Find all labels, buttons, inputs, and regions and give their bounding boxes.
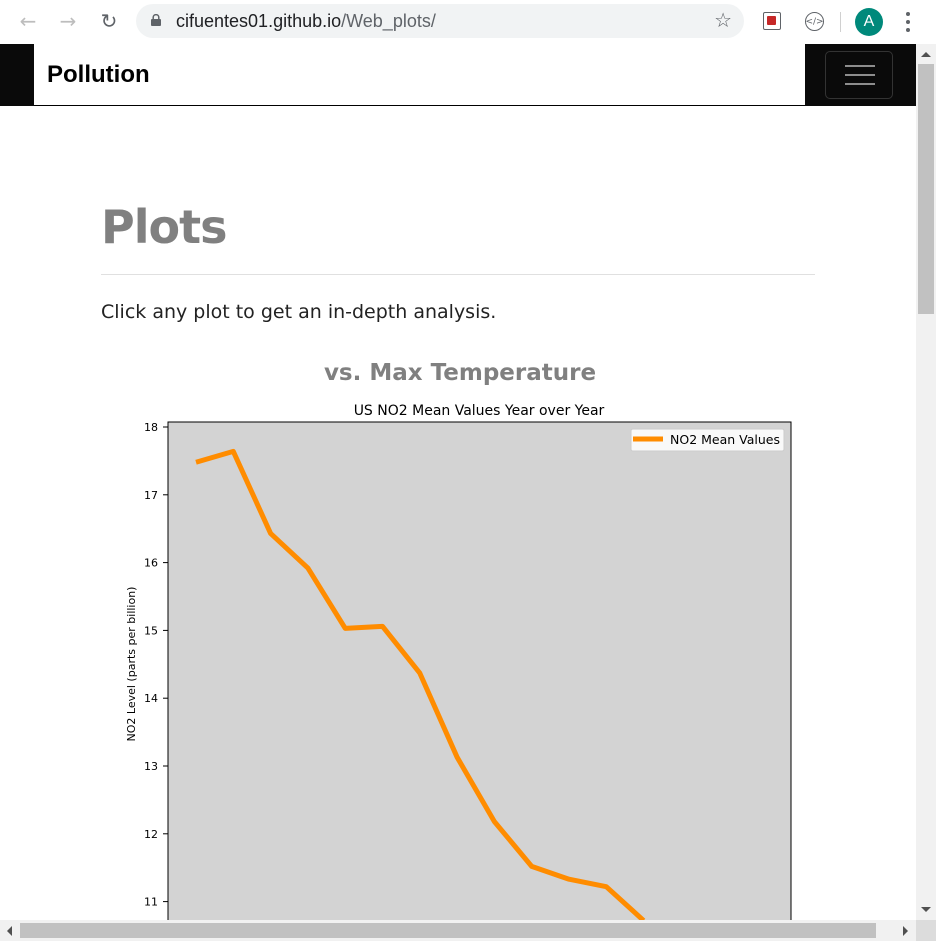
mcafee-extension-icon[interactable] bbox=[763, 12, 781, 30]
legend-label: NO2 Mean Values bbox=[670, 432, 780, 447]
y-tick-label: 13 bbox=[144, 760, 158, 773]
horizontal-scroll-thumb[interactable] bbox=[20, 923, 876, 938]
url-path: /Web_plots/ bbox=[341, 11, 436, 31]
y-tick-label: 16 bbox=[144, 557, 158, 570]
y-axis-label: NO2 Level (parts per billion) bbox=[125, 587, 138, 742]
vertical-scrollbar[interactable] bbox=[916, 44, 936, 920]
y-tick-label: 11 bbox=[144, 896, 158, 909]
navbar-brand[interactable]: Pollution bbox=[47, 61, 150, 88]
y-tick-label: 17 bbox=[144, 489, 158, 502]
hamburger-icon[interactable] bbox=[825, 51, 893, 99]
toolbar-divider bbox=[840, 12, 841, 32]
no2-line-chart[interactable]: US NO2 Mean Values Year over Year 11 12 13… bbox=[0, 44, 916, 920]
code-extension-icon[interactable]: </> bbox=[805, 12, 824, 31]
lock-icon bbox=[151, 14, 161, 26]
scrollbar-corner bbox=[916, 920, 936, 941]
title-divider bbox=[101, 274, 815, 275]
site-navbar: Pollution bbox=[0, 44, 916, 106]
scroll-left-arrow-icon[interactable] bbox=[7, 926, 12, 936]
vertical-scroll-thumb[interactable] bbox=[918, 64, 934, 314]
address-bar[interactable]: cifuentes01.github.io/Web_plots/ ☆ bbox=[136, 4, 744, 38]
browser-toolbar: ← → ↻ cifuentes01.github.io/Web_plots/ ☆… bbox=[0, 0, 936, 45]
legend: NO2 Mean Values bbox=[630, 428, 785, 452]
back-icon[interactable]: ← bbox=[19, 9, 37, 33]
kebab-menu-icon[interactable] bbox=[900, 10, 916, 34]
url-text[interactable]: cifuentes01.github.io/Web_plots/ bbox=[176, 11, 436, 32]
page-title: Plots bbox=[101, 200, 227, 254]
scroll-right-arrow-icon[interactable] bbox=[903, 926, 908, 936]
plot-heading: vs. Max Temperature bbox=[323, 360, 597, 386]
chart-title: US NO2 Mean Values Year over Year bbox=[354, 403, 605, 419]
legend-box bbox=[630, 428, 785, 452]
plot-area bbox=[167, 421, 792, 920]
url-host: cifuentes01.github.io bbox=[176, 11, 342, 31]
forward-icon[interactable]: → bbox=[59, 9, 77, 33]
y-tick-label: 12 bbox=[144, 828, 158, 841]
scroll-up-arrow-icon[interactable] bbox=[921, 52, 931, 57]
profile-avatar[interactable]: A bbox=[855, 8, 883, 36]
reload-icon[interactable]: ↻ bbox=[100, 9, 118, 33]
brand-box: Pollution bbox=[34, 44, 805, 106]
horizontal-scrollbar[interactable] bbox=[0, 920, 916, 941]
lead-text: Click any plot to get an in-depth analys… bbox=[101, 301, 497, 323]
page-viewport: Pollution Plots Click any plot to get an… bbox=[0, 44, 916, 920]
y-tick-label: 14 bbox=[144, 692, 158, 705]
scroll-down-arrow-icon[interactable] bbox=[921, 907, 931, 912]
y-tick-label: 18 bbox=[144, 421, 158, 434]
y-axis: 11 12 13 14 15 16 17 18 bbox=[144, 421, 168, 909]
y-tick-label: 15 bbox=[144, 624, 158, 637]
bookmark-star-icon[interactable]: ☆ bbox=[714, 8, 732, 32]
